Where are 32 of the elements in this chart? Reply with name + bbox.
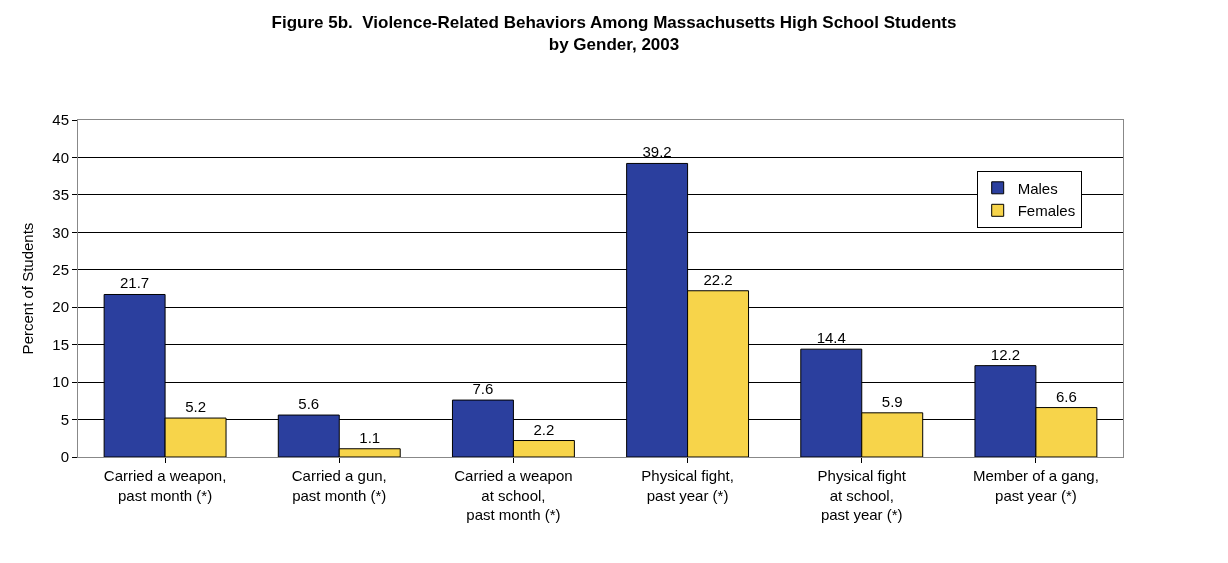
data-label: 5.2 xyxy=(185,398,206,416)
y-tick-label: 45 xyxy=(52,111,69,129)
x-tick-label: Carried a weapon at school, past month (*) xyxy=(454,467,573,523)
legend-label: Females xyxy=(1017,202,1076,220)
y-tick-label: 10 xyxy=(52,373,69,391)
data-label: 5.6 xyxy=(298,395,320,413)
y-tick-label: 25 xyxy=(52,261,69,279)
y-tick-label: 0 xyxy=(60,448,69,466)
data-label: 22.2 xyxy=(703,270,733,288)
x-tick-label: Physical fight at school, past year (*) xyxy=(817,467,907,523)
y-tick-label: 35 xyxy=(52,186,69,204)
y-tick-label: 15 xyxy=(52,335,69,353)
data-label: 1.1 xyxy=(359,428,381,446)
data-label: 6.6 xyxy=(1055,387,1077,405)
y-tick-label: 5 xyxy=(60,410,69,428)
x-tick-label: Carried a weapon, past month (*) xyxy=(103,467,227,504)
y-axis-title: Percent of Students xyxy=(18,222,36,355)
data-label: 39.2 xyxy=(642,143,672,161)
data-label: 5.9 xyxy=(881,392,903,410)
data-label: 12.2 xyxy=(990,345,1021,363)
legend-label: Males xyxy=(1017,179,1058,197)
y-tick-label: 30 xyxy=(52,223,69,241)
data-label: 7.6 xyxy=(472,380,494,398)
x-tick-label: Member of a gang, past year (*) xyxy=(972,467,1099,504)
x-tick-label: Physical fight, past year (*) xyxy=(641,467,734,504)
data-label: 21.7 xyxy=(120,274,150,292)
y-tick-label: 20 xyxy=(52,298,69,316)
y-tick-label: 40 xyxy=(52,148,69,166)
data-label: 14.4 xyxy=(816,329,846,347)
x-tick-label: Carried a gun, past month (*) xyxy=(291,467,387,504)
chart-title: Figure 5b. Violence-Related Behaviors Among Massachusetts High School Students by Gender, 2003 xyxy=(271,13,957,55)
data-label: 2.2 xyxy=(533,420,555,438)
